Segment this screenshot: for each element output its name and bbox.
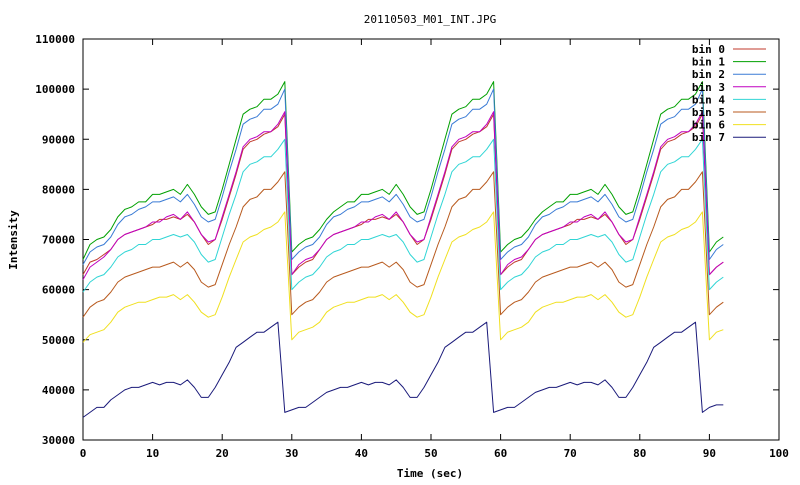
x-axis-label: Time (sec) — [397, 467, 463, 480]
legend-label: bin 0 — [692, 43, 725, 56]
y-tick-label: 100000 — [35, 83, 75, 96]
x-tick-label: 0 — [80, 447, 87, 460]
series-line-bin-1 — [82, 81, 724, 260]
y-tick-label: 60000 — [42, 284, 75, 297]
y-tick-label: 110000 — [35, 33, 75, 46]
legend-label: bin 5 — [692, 106, 725, 119]
y-tick-label: 90000 — [42, 133, 75, 146]
plot-area: 0 10 20 30 40 50 60 70 80 90 100 30000 40000 50000 600… — [35, 33, 789, 460]
x-tick-label: 30 — [285, 447, 298, 460]
x-tick-label: 100 — [769, 447, 789, 460]
series-line-bin-5 — [82, 171, 724, 318]
legend-label: bin 7 — [692, 131, 725, 144]
y-tick-label: 80000 — [42, 183, 75, 196]
x-tick-label: 50 — [424, 447, 437, 460]
x-tick-label: 90 — [703, 447, 716, 460]
x-tick-label: 80 — [633, 447, 646, 460]
legend-label: bin 6 — [692, 119, 725, 132]
series-line-bin-6 — [82, 211, 724, 343]
y-tick-label: 40000 — [42, 384, 75, 397]
y-tick-label: 50000 — [42, 334, 75, 347]
x-tick-label: 10 — [146, 447, 159, 460]
y-tick-label: 70000 — [42, 234, 75, 247]
series-line-bin-4 — [82, 138, 724, 293]
x-tick-label: 60 — [494, 447, 507, 460]
x-tick-label: 20 — [216, 447, 229, 460]
legend-label: bin 2 — [692, 68, 725, 81]
series-line-bin-3 — [82, 111, 724, 280]
y-tick-label: 30000 — [42, 434, 75, 447]
legend-label: bin 1 — [692, 56, 725, 69]
series-line-bin-2 — [82, 88, 724, 265]
chart-title: 20110503_M01_INT.JPG — [364, 13, 496, 26]
y-axis-label: Intensity — [7, 210, 20, 270]
x-tick-label: 70 — [564, 447, 577, 460]
legend-label: bin 4 — [692, 93, 725, 106]
x-tick-label: 40 — [355, 447, 368, 460]
legend-label: bin 3 — [692, 81, 725, 94]
series-line-bin-7 — [82, 321, 724, 418]
